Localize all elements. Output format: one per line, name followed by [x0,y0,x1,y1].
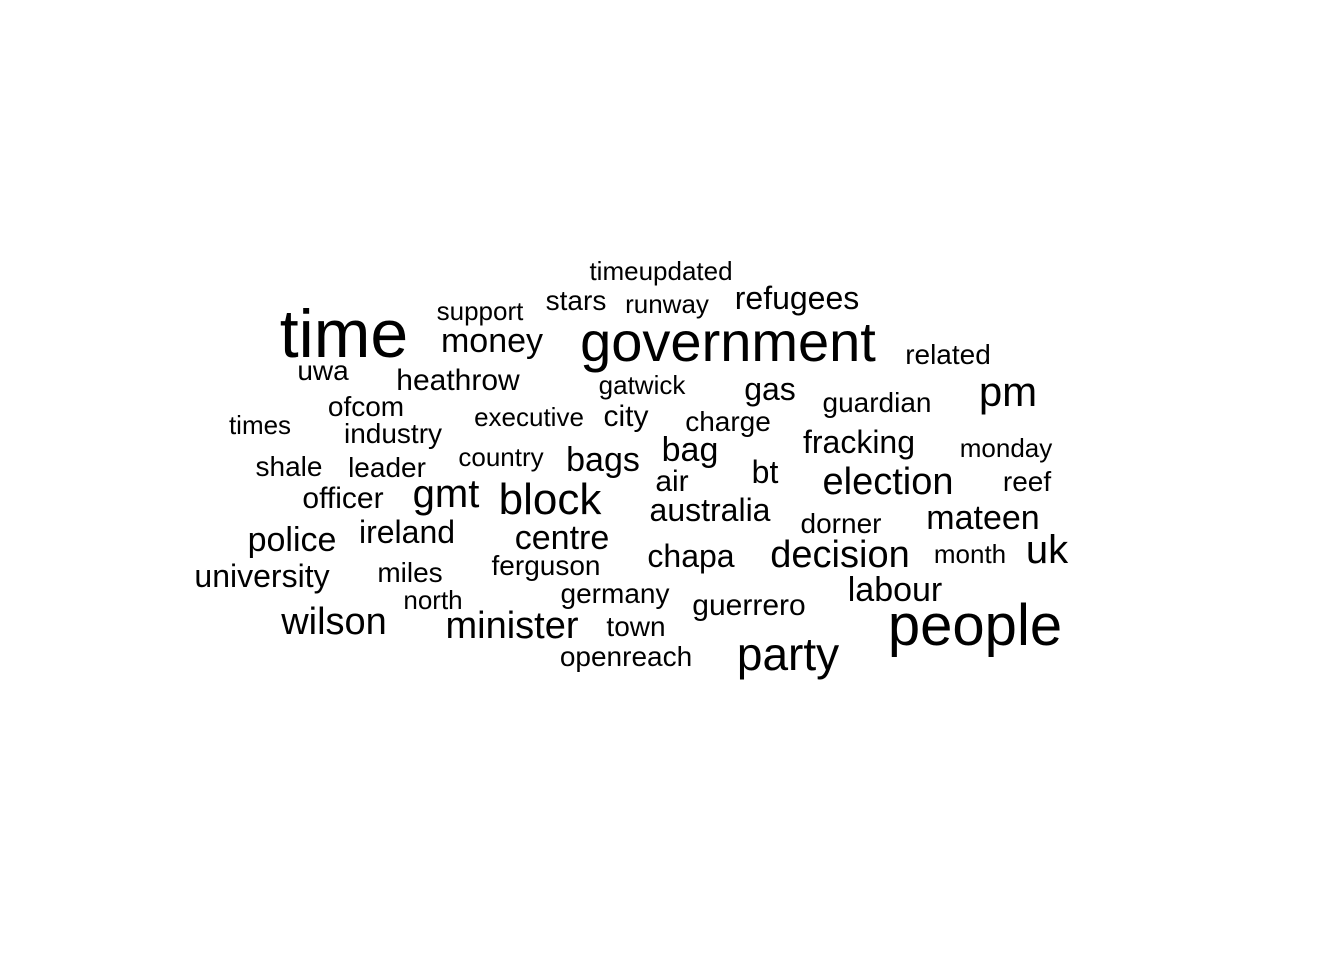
word-bags: bags [566,441,640,479]
word-minister: minister [445,605,579,647]
word-month: month [933,539,1007,569]
word-block: block [498,475,602,524]
word-guerrero: guerrero [692,589,806,622]
word-town: town [606,611,666,642]
word-related: related [905,339,991,370]
word-gmt: gmt [412,472,480,516]
word-fracking: fracking [802,424,916,460]
word-country: country [458,442,544,472]
word-uwa: uwa [297,355,349,386]
word-openreach: openreach [559,641,693,672]
word-decision: decision [770,534,910,576]
word-centre: centre [514,519,610,557]
word-australia: australia [649,492,771,528]
word-times: times [228,410,292,440]
word-heathrow: heathrow [396,364,520,397]
word-north: north [403,585,463,615]
word-support: support [436,296,524,326]
word-pm: pm [978,368,1038,415]
word-bag: bag [661,431,719,469]
word-party: party [736,628,840,680]
word-wilson: wilson [281,601,387,643]
word-time: time [279,296,409,372]
word-city: city [603,400,649,433]
word-ferguson: ferguson [491,550,601,581]
word-stars: stars [545,285,607,316]
word-dorner: dorner [800,508,882,539]
word-guardian: guardian [822,387,932,418]
word-labour: labour [847,571,943,609]
word-gatwick: gatwick [598,370,686,400]
word-election: election [822,461,954,503]
word-money: money [440,322,544,360]
word-monday: monday [959,433,1053,463]
word-ireland: ireland [358,514,456,550]
word-reef: reef [1002,466,1052,497]
word-police: police [247,521,337,559]
word-air: air [655,465,689,498]
word-university: university [194,558,330,594]
word-runway: runway [625,289,709,319]
word-government: government [580,310,876,373]
word-people: people [887,593,1063,658]
word-miles: miles [377,557,443,588]
word-officer: officer [302,482,384,515]
word-leader: leader [348,452,426,483]
word-uk: uk [1025,528,1069,572]
word-timeupdated: timeupdated [589,256,733,286]
word-charge: charge [685,406,771,437]
word-bt: bt [751,454,779,490]
word-mateen: mateen [926,499,1040,537]
word-executive: executive [474,402,584,432]
word-germany: germany [560,578,670,609]
word-chapa: chapa [647,538,735,574]
word-gas: gas [744,371,796,407]
word-refugees: refugees [734,280,860,316]
word-shale: shale [255,451,323,482]
word-industry: industry [343,418,443,449]
word-ofcom: ofcom [327,391,405,422]
